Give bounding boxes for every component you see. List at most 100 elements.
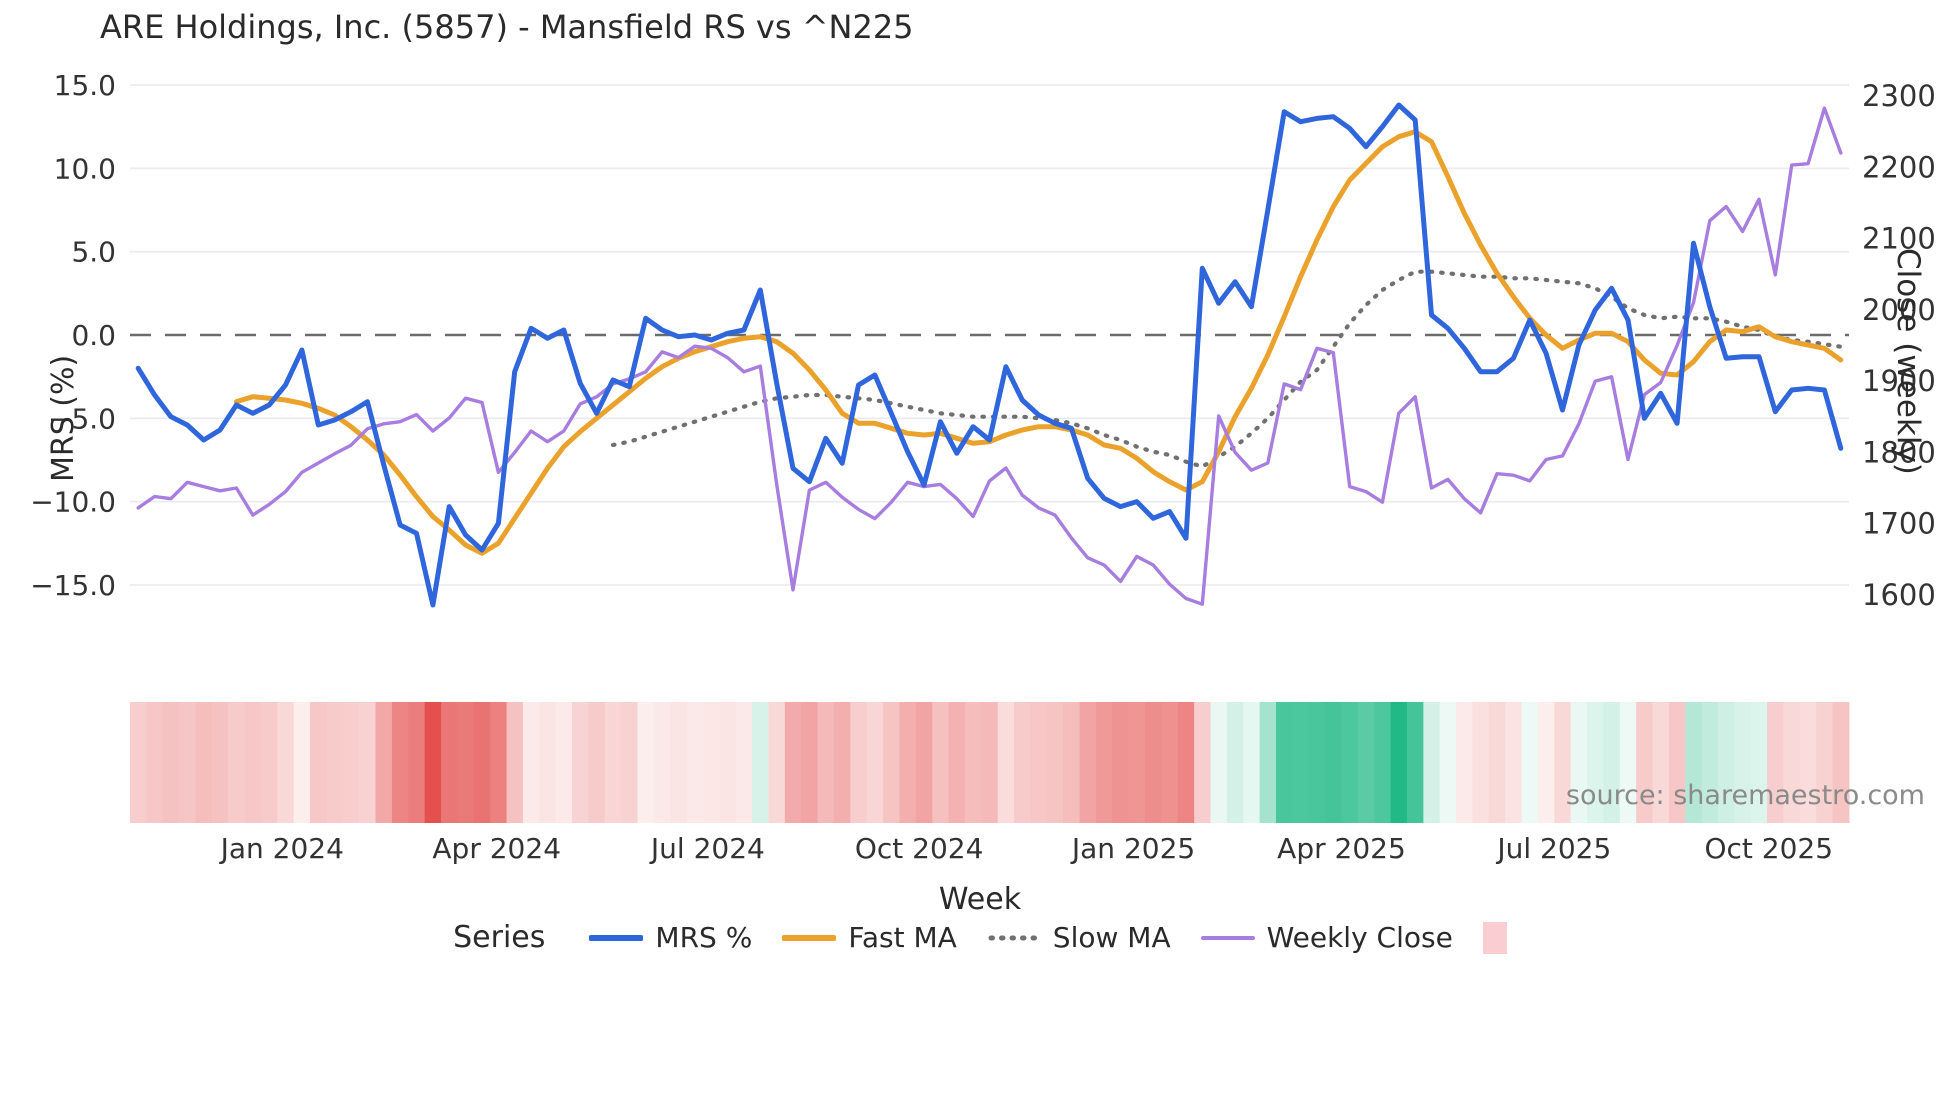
heatmap-cell: [997, 702, 1015, 823]
heatmap-cell: [408, 702, 426, 823]
heatmap-cell: [146, 702, 164, 823]
heatmap-cell: [1423, 702, 1441, 823]
right-axis-tick-label: 2200: [1862, 150, 1936, 184]
heatmap-cell: [735, 702, 753, 823]
left-axis-tick-label: −5.0: [48, 402, 116, 435]
right-axis-tick-label: 2300: [1862, 79, 1936, 113]
heatmap-cell: [375, 702, 393, 823]
heatmap-cell: [1079, 702, 1097, 823]
page-title: ARE Holdings, Inc. (5857) - Mansfield RS…: [100, 8, 914, 46]
heatmap-cell: [637, 702, 655, 823]
left-axis-tick-label: 10.0: [54, 152, 116, 185]
heatmap-cell: [162, 702, 180, 823]
heatmap-cell: [1587, 702, 1604, 823]
right-axis-tick-label: 1700: [1862, 507, 1936, 541]
x-axis-tick-label: Oct 2024: [855, 832, 984, 865]
heatmap-cell: [1259, 702, 1277, 823]
heatmap-cell: [686, 702, 704, 823]
heatmap-cell: [1095, 702, 1113, 823]
x-axis-tick-label: Oct 2025: [1704, 832, 1833, 865]
heatmap-cell: [1652, 702, 1670, 823]
heatmap-cell: [604, 702, 622, 823]
heatmap-cell: [850, 702, 868, 823]
heatmap-cell: [621, 702, 639, 823]
right-axis-title: Close (weekly): [1890, 248, 1926, 475]
heatmap-cell: [784, 702, 802, 823]
heatmap-cell: [833, 702, 851, 823]
x-axis-tick-label: Apr 2024: [432, 832, 561, 865]
heatmap-cell: [981, 702, 999, 823]
legend-item-mrs: MRS %: [589, 921, 752, 954]
left-axis-tick-label: −15.0: [30, 569, 116, 602]
heatmap-cell: [539, 702, 557, 823]
heatmap-cell: [1243, 702, 1261, 823]
heatmap-cell: [719, 702, 737, 823]
right-axis-tick-label: 1600: [1862, 578, 1936, 612]
heatmap-cell: [1046, 702, 1064, 823]
x-axis-tick-label: Apr 2025: [1277, 832, 1406, 865]
heatmap-cell: [1619, 702, 1637, 823]
heatmap-cell: [1472, 702, 1490, 823]
heatmap-cell: [1325, 702, 1342, 823]
right-axis-tick-label: 1900: [1862, 364, 1936, 398]
heatmap-cell: [1505, 702, 1523, 823]
heatmap-cell: [1718, 702, 1735, 823]
heatmap-cell: [1308, 702, 1326, 823]
heatmap-cell: [1456, 702, 1473, 823]
heatmap-cell: [1636, 702, 1654, 823]
series-fast-ma-line: [233, 129, 1844, 556]
left-axis-tick-label: 0.0: [71, 319, 116, 352]
x-axis-tick-label: Jan 2024: [219, 832, 344, 865]
legend-label-fast-ma: Fast MA: [848, 921, 957, 954]
legend-heading: Series: [453, 920, 546, 955]
heatmap-cell: [1537, 702, 1555, 823]
x-axis-tick-label: Jul 2024: [649, 832, 765, 865]
fast-ma-line-swatch-icon: [782, 934, 837, 941]
heatmap-cell: [1030, 702, 1048, 823]
legend: Series MRS % Fast MA Slow MA Weekly Clos…: [0, 920, 1960, 955]
heatmap-cell: [441, 702, 458, 823]
slow-ma-dotted-swatch-icon: [988, 935, 1041, 940]
heatmap-cell: [1374, 702, 1392, 823]
left-axis-tick-label: −10.0: [30, 486, 116, 519]
right-axis-tick-label: 2000: [1862, 293, 1936, 327]
heatmap-cell: [670, 702, 688, 823]
heatmap-cell: [506, 702, 524, 823]
heatmap-cell: [1554, 702, 1572, 823]
heatmap-cell: [1816, 702, 1834, 823]
series-weekly-close-line: [136, 106, 1843, 606]
legend-label-mrs: MRS %: [655, 921, 753, 954]
heatmap-cell: [752, 702, 769, 823]
heatmap-swatch-icon: [1482, 921, 1507, 954]
legend-item-slow-ma: Slow MA: [987, 921, 1171, 954]
heatmap-cell: [1701, 702, 1719, 823]
left-axis-tick-label: 15.0: [54, 69, 116, 102]
heatmap-cell: [883, 702, 900, 823]
heatmap-cell: [195, 702, 213, 823]
heatmap-cell: [1570, 702, 1588, 823]
left-axis-title: MRS (%): [46, 354, 81, 482]
heatmap-cell: [948, 702, 966, 823]
heatmap-cell: [473, 702, 491, 823]
heatmap-cell: [1406, 702, 1424, 823]
heatmap-cell: [424, 702, 442, 823]
x-axis-tick-label: Jul 2025: [1495, 832, 1611, 865]
heatmap-cell: [1128, 702, 1146, 823]
x-axis-tick-label: Jan 2025: [1070, 832, 1195, 865]
heatmap-cell: [1161, 702, 1179, 823]
left-axis-tick-label: 5.0: [71, 236, 116, 269]
heatmap-cell: [1750, 702, 1768, 823]
heatmap-cell: [260, 702, 278, 823]
heatmap-cell: [342, 702, 360, 823]
series-mrs-line: [135, 102, 1844, 608]
mrs-line-swatch-icon: [589, 934, 644, 941]
heatmap-cell: [1439, 702, 1457, 823]
heatmap-cell: [588, 702, 606, 823]
heatmap-cell: [1488, 702, 1506, 823]
heatmap-cell: [1832, 702, 1850, 823]
heatmap-cell: [1668, 702, 1686, 823]
legend-label-slow-ma: Slow MA: [1052, 921, 1171, 954]
heatmap-cell: [1226, 702, 1244, 823]
